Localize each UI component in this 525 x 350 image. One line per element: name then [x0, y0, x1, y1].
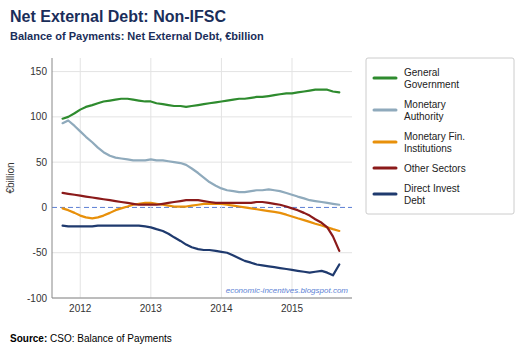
y-grid-line — [52, 116, 352, 117]
legend-label-line: Other Sectors — [404, 163, 466, 174]
legend-label-line: Institutions — [404, 143, 452, 154]
x-tick-label: 2015 — [281, 303, 304, 314]
source: Source: CSO: Balance of Payments — [10, 333, 172, 344]
legend: GeneralGovernmentMonetaryAuthorityMoneta… — [366, 58, 514, 214]
y-axis-label: €billion — [5, 162, 16, 193]
subtitle: Balance of Payments: Net External Debt, … — [10, 30, 264, 42]
legend-label: GeneralGovernment — [404, 67, 459, 90]
y-grid-line — [52, 252, 352, 253]
legend-label: Other Sectors — [404, 163, 466, 174]
legend-label-line: Direct Invest — [404, 183, 460, 194]
grid — [52, 58, 352, 298]
y-axis-line — [52, 58, 53, 298]
x-axis-line — [52, 298, 352, 299]
legend-label-line: General — [404, 67, 440, 78]
legend-swatch — [374, 109, 396, 112]
legend-swatch — [374, 167, 396, 170]
y-grid-line — [52, 207, 352, 208]
series-line — [63, 193, 340, 251]
x-grid-line — [221, 58, 222, 298]
y-tick-label: 50 — [36, 157, 48, 168]
legend-label-line: Government — [404, 79, 459, 90]
x-grid-line — [150, 58, 151, 298]
source-label: Source: — [10, 333, 47, 344]
series-line — [63, 203, 340, 231]
chart: Net External Debt: Non-IFSC Balance of Pa… — [0, 0, 525, 350]
source-text: CSO: Balance of Payments — [47, 333, 172, 344]
legend-label-line: Authority — [404, 111, 443, 122]
x-tick-label: 2014 — [210, 303, 233, 314]
y-grid-line — [52, 71, 352, 72]
y-tick-label: 0 — [41, 202, 47, 213]
watermark: economic-incentives.blogspot.com — [226, 286, 349, 295]
legend-label-line: Monetary Fin. — [404, 131, 465, 142]
y-tick-label: -100 — [27, 293, 47, 304]
x-tick-label: 2012 — [69, 303, 92, 314]
x-grid-line — [80, 58, 81, 298]
y-tick-label: 100 — [30, 111, 47, 122]
legend-swatch — [374, 77, 396, 80]
legend-label: MonetaryAuthority — [404, 99, 446, 122]
y-grid-line — [52, 298, 352, 299]
series-line — [63, 226, 340, 276]
title: Net External Debt: Non-IFSC — [10, 8, 226, 25]
y-tick-label: 150 — [30, 66, 47, 77]
legend-label-line: Monetary — [404, 99, 446, 110]
y-grid-line — [52, 162, 352, 163]
legend-label: Direct InvestDebt — [404, 183, 460, 206]
legend-swatch — [374, 193, 396, 196]
legend-frame — [366, 58, 514, 214]
legend-label: Monetary Fin.Institutions — [404, 131, 465, 154]
series-line — [63, 90, 340, 119]
y-tick-label: -50 — [33, 247, 48, 258]
x-tick-label: 2013 — [140, 303, 163, 314]
series-line — [63, 120, 340, 204]
legend-label-line: Debt — [404, 195, 425, 206]
lines — [63, 90, 340, 276]
legend-swatch — [374, 141, 396, 144]
